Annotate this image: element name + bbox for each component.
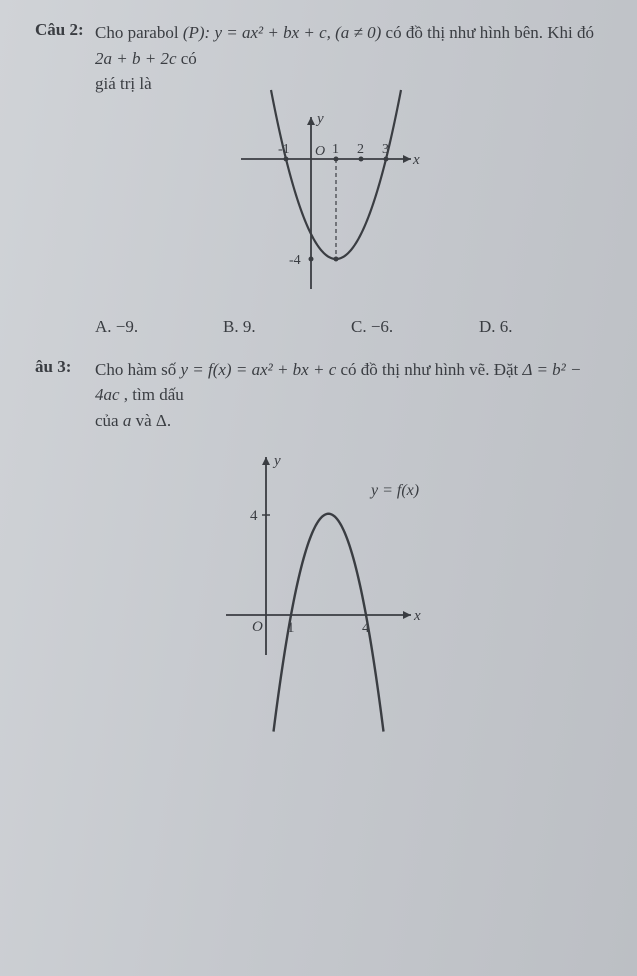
q2-option-A: A. −9.: [95, 317, 223, 337]
q2-option-C: C. −6.: [351, 317, 479, 337]
q2-formula-P: (P): y = ax² + bx + c, (a ≠ 0): [183, 23, 381, 42]
q2-line2: giá trị là: [95, 74, 152, 93]
q2-option-D: D. 6.: [479, 317, 607, 337]
question-2-label: Câu 2:: [35, 20, 95, 40]
q3-text-3: , tìm dấu: [124, 385, 184, 404]
q3-text-2: có đồ thị như hình vẽ. Đặt: [341, 360, 523, 379]
q2-text-3: có: [181, 49, 197, 68]
q2-graph-wrap: Oxy-1123-4: [35, 109, 607, 299]
svg-text:O: O: [315, 144, 325, 159]
q3-graph-wrap: Oxy414y = f(x): [35, 445, 607, 665]
q2-options: A. −9. B. 9. C. −6. D. 6.: [35, 317, 607, 337]
svg-text:2: 2: [357, 142, 364, 157]
svg-text:y = f(x): y = f(x): [369, 482, 419, 499]
svg-text:1: 1: [332, 142, 339, 157]
svg-text:y: y: [272, 453, 281, 469]
svg-text:O: O: [252, 619, 263, 635]
q3-formula-f: y = f(x) = ax² + bx + c: [180, 360, 336, 379]
q3-line2-a: của: [95, 411, 123, 430]
svg-text:x: x: [412, 152, 420, 168]
q2-option-B: B. 9.: [223, 317, 351, 337]
q2-formula-expr: 2a + b + 2c: [95, 49, 177, 68]
q3-line2-c: và Δ.: [136, 411, 171, 430]
svg-text:4: 4: [250, 508, 258, 524]
exam-page: Câu 2: Cho parabol (P): y = ax² + bx + c…: [0, 0, 637, 976]
question-2-text: Cho parabol (P): y = ax² + bx + c, (a ≠ …: [95, 20, 607, 97]
question-3-label: âu 3:: [35, 357, 95, 377]
q3-graph: Oxy414y = f(x): [211, 445, 431, 665]
q2-text-2: có đồ thị như hình bên. Khi đó: [386, 23, 594, 42]
q3-text-1: Cho hàm số: [95, 360, 180, 379]
svg-text:y: y: [315, 111, 324, 127]
question-2: Câu 2: Cho parabol (P): y = ax² + bx + c…: [35, 20, 607, 97]
svg-text:x: x: [413, 608, 421, 624]
question-3: âu 3: Cho hàm số y = f(x) = ax² + bx + c…: [35, 357, 607, 434]
q2-text-1: Cho parabol: [95, 23, 183, 42]
q2-graph: Oxy-1123-4: [221, 109, 421, 299]
svg-text:-4: -4: [289, 253, 301, 268]
q3-line2-b: a: [123, 411, 132, 430]
question-3-text: Cho hàm số y = f(x) = ax² + bx + c có đồ…: [95, 357, 607, 434]
